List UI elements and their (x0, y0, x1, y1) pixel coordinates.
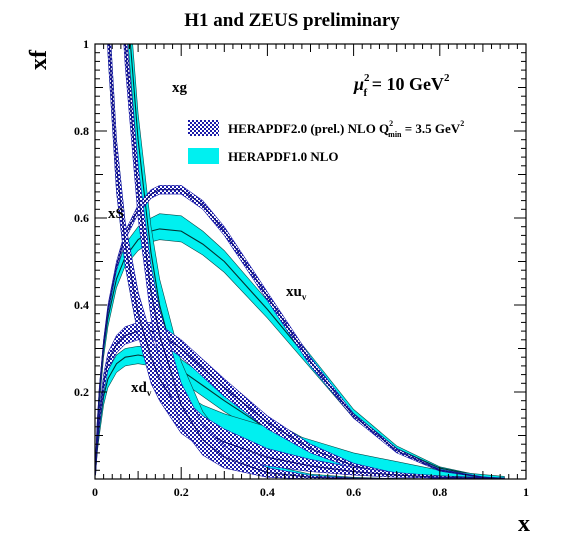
band-xg-herapdf10 (127, 44, 505, 479)
x-tick-label: 0 (92, 485, 98, 499)
curve-label-xdv: xdv (131, 380, 152, 398)
legend-label-herapdf20-sup: 2 (389, 119, 393, 128)
scale-label-mu: μ (353, 74, 364, 94)
curve-label-xuv: xuv (286, 284, 307, 302)
y-tick-label: 0.8 (74, 124, 89, 138)
curve-label-xdv-base: xd (131, 380, 148, 396)
curve-label-xdv-sub: v (147, 388, 152, 398)
x-tick-label: 0.8 (432, 485, 447, 499)
curve-label-xS: xS (108, 206, 124, 222)
y-tick-label: 0.2 (74, 385, 89, 399)
legend-swatch-herapdf20 (188, 120, 219, 136)
scale-label-rest: = 10 GeV (367, 74, 444, 94)
legend: HERAPDF2.0 (prel.) NLO Q2 min = 3.5 GeV2 … (188, 119, 464, 164)
series-layer (95, 44, 505, 479)
x-tick-label: 0.6 (346, 485, 361, 499)
x-tick-label: 0.4 (260, 485, 275, 499)
curve-label-xuv-sub: v (302, 292, 307, 302)
scale-label-sub: f (364, 87, 368, 99)
x-axis-label: x (518, 511, 530, 537)
scale-label-sup: 2 (364, 72, 370, 84)
band-xg-herapdf20 (123, 44, 505, 479)
legend-label-herapdf10: HERAPDF1.0 NLO (228, 149, 339, 164)
legend-label-herapdf20-tail: = 3.5 GeV (402, 121, 461, 136)
band-xdv-herapdf10 (95, 346, 505, 479)
chart-title: H1 and ZEUS preliminary (184, 10, 400, 31)
y-tick-label: 0.4 (74, 298, 89, 312)
plot-frame (94, 43, 527, 480)
scale-label-unit-sup: 2 (444, 72, 450, 84)
y-axis-label: xf (26, 49, 52, 70)
central-xuv-herapdf20 (95, 189, 505, 479)
legend-label-herapdf20: HERAPDF2.0 (prel.) NLO Q2 min = 3.5 GeV2 (228, 119, 464, 139)
y-tick-label: 1 (83, 37, 89, 51)
legend-swatch-herapdf10 (188, 148, 219, 164)
scale-label: μ2 f = 10 GeV2 (353, 72, 450, 99)
curve-label-xuv-base: xu (286, 284, 302, 300)
x-tick-label: 0.2 (174, 485, 189, 499)
y-tick-label: 0.6 (74, 211, 89, 225)
central-xS-herapdf20 (108, 44, 505, 479)
curve-label-xg: xg (172, 80, 188, 96)
x-tick-label: 1 (523, 485, 529, 499)
tick-layer: 0 0.2 0.4 0.6 0.8 1 0.2 0.4 0.6 0.8 1 (74, 37, 529, 499)
legend-label-herapdf20-tail-sup: 2 (460, 119, 464, 128)
band-xdv-herapdf20 (95, 322, 505, 479)
legend-label-herapdf20-main: HERAPDF2.0 (prel.) NLO Q (228, 121, 389, 136)
legend-label-herapdf20-sub: min (388, 130, 402, 139)
